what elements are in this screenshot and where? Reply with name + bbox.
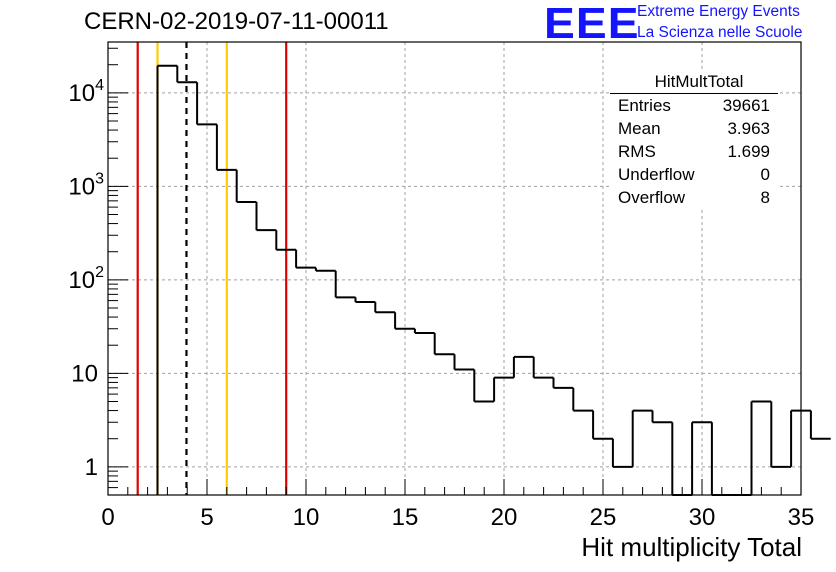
x-tick-label: 0 — [101, 504, 114, 531]
stats-value: 0 — [760, 165, 770, 184]
y-tick-exponent: 3 — [95, 170, 104, 187]
stats-value: 8 — [760, 188, 770, 207]
x-tick-label: 5 — [200, 504, 213, 531]
y-tick-label: 10 — [71, 360, 98, 387]
axis-ticks — [107, 47, 802, 496]
y-tick-label: 1 — [85, 454, 98, 481]
stats-label: Underflow — [618, 165, 695, 184]
y-tick-exponent: 4 — [95, 77, 104, 94]
y-tick-label: 103 — [68, 170, 104, 200]
marker-lines — [136, 42, 288, 495]
org-subtitle: La Scienza nelle Scuole — [637, 24, 803, 41]
x-tick-label: 15 — [392, 504, 419, 531]
run-title: CERN-02-2019-07-11-00011 — [84, 8, 389, 35]
stats-title: HitMultTotal — [610, 71, 778, 94]
stats-row-mean: Mean 3.963 — [610, 117, 778, 140]
x-tick-labels: 0 5 10 15 20 25 30 35 — [101, 504, 814, 531]
stats-label: Entries — [618, 96, 671, 115]
stats-label: Mean — [618, 119, 661, 138]
stats-value: 3.963 — [727, 119, 770, 138]
histogram-series — [156, 64, 831, 496]
stats-row-underflow: Underflow 0 — [610, 163, 778, 186]
plot-frame — [107, 41, 802, 496]
y-tick-label: 102 — [68, 264, 104, 294]
y-tick-base: 10 — [68, 80, 95, 107]
y-tick-base: 10 — [68, 173, 95, 200]
y-tick-base: 10 — [68, 267, 95, 294]
stats-row-rms: RMS 1.699 — [610, 140, 778, 163]
stats-row-entries: Entries 39661 — [610, 94, 778, 117]
x-tick-label: 25 — [590, 504, 617, 531]
stats-value: 1.699 — [727, 142, 770, 161]
x-axis-label: Hit multiplicity Total — [581, 532, 802, 562]
x-tick-label: 20 — [491, 504, 518, 531]
x-tick-label: 35 — [788, 504, 815, 531]
stats-box: HitMultTotal Entries 39661 Mean 3.963 RM… — [610, 71, 778, 209]
stats-label: Overflow — [618, 188, 686, 207]
x-tick-label: 10 — [293, 504, 320, 531]
stats-row-overflow: Overflow 8 — [610, 186, 778, 209]
stats-label: RMS — [618, 142, 656, 161]
y-tick-label: 104 — [68, 77, 104, 107]
stats-value: 39661 — [722, 96, 770, 115]
eee-logo: EEE — [544, 0, 640, 48]
org-name: Extreme Energy Events — [637, 3, 800, 20]
y-tick-exponent: 2 — [95, 264, 104, 281]
x-tick-label: 30 — [689, 504, 716, 531]
